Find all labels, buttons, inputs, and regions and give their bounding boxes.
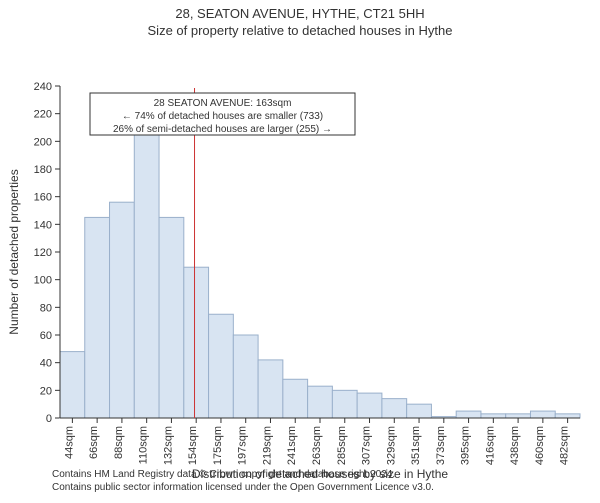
svg-text:460sqm: 460sqm (534, 426, 546, 465)
page-title: 28, SEATON AVENUE, HYTHE, CT21 5HH (0, 6, 600, 21)
svg-text:Number of detached properties: Number of detached properties (7, 169, 21, 334)
svg-text:307sqm: 307sqm (361, 426, 373, 465)
svg-text:482sqm: 482sqm (559, 426, 571, 465)
svg-text:240: 240 (34, 81, 52, 93)
histogram-bar (308, 386, 333, 418)
svg-text:132sqm: 132sqm (162, 426, 174, 465)
svg-text:110sqm: 110sqm (138, 426, 150, 464)
histogram-bar (60, 352, 85, 418)
histogram-bar (209, 314, 234, 418)
histogram-bar (555, 414, 580, 418)
histogram-bar (456, 411, 481, 418)
annotation-line: 28 SEATON AVENUE: 163sqm (154, 98, 292, 109)
histogram-bar (110, 202, 135, 418)
svg-text:241sqm: 241sqm (286, 426, 298, 465)
histogram-bar (357, 393, 382, 418)
svg-text:197sqm: 197sqm (237, 426, 249, 465)
svg-text:351sqm: 351sqm (410, 426, 422, 465)
histogram-bar (184, 267, 209, 418)
svg-text:140: 140 (34, 219, 52, 231)
annotation-line: ← 74% of detached houses are smaller (73… (122, 111, 323, 122)
svg-text:20: 20 (40, 385, 52, 397)
histogram-bar (134, 116, 159, 418)
footnote-line: Contains public sector information licen… (52, 482, 434, 495)
chart-container: 28, SEATON AVENUE, HYTHE, CT21 5HH Size … (0, 0, 600, 500)
svg-text:60: 60 (40, 330, 52, 342)
histogram-bar (283, 379, 308, 418)
histogram-bar (407, 404, 432, 418)
histogram-bar (159, 217, 184, 418)
svg-text:285sqm: 285sqm (336, 426, 348, 465)
svg-text:80: 80 (40, 302, 52, 314)
svg-text:66sqm: 66sqm (88, 426, 100, 459)
svg-text:44sqm: 44sqm (63, 426, 75, 459)
svg-text:263sqm: 263sqm (311, 426, 323, 465)
histogram-svg: 0 20 40 60 80 100 120 140 160 180 200 220 240 Number … (0, 38, 600, 498)
svg-text:373sqm: 373sqm (435, 426, 447, 465)
histogram-bar (332, 390, 357, 418)
svg-text:40: 40 (40, 358, 52, 370)
svg-text:160: 160 (34, 192, 52, 204)
footnote-line: Contains HM Land Registry data © Crown c… (52, 469, 434, 482)
annotation-line: 26% of semi-detached houses are larger (… (113, 124, 332, 135)
footnote: Contains HM Land Registry data © Crown c… (52, 469, 434, 494)
svg-text:100: 100 (34, 275, 52, 287)
svg-text:200: 200 (34, 136, 52, 148)
svg-text:175sqm: 175sqm (212, 426, 224, 465)
page-subtitle: Size of property relative to detached ho… (0, 23, 600, 38)
svg-text:220: 220 (34, 109, 52, 121)
svg-text:438sqm: 438sqm (509, 426, 521, 465)
histogram-bar (85, 217, 110, 418)
histogram-bar (382, 399, 407, 418)
svg-text:395sqm: 395sqm (460, 426, 472, 465)
histogram-bar (530, 411, 555, 418)
histogram-bar (233, 335, 258, 418)
histogram-bar (481, 414, 506, 418)
svg-text:416sqm: 416sqm (484, 426, 496, 465)
svg-text:0: 0 (46, 413, 52, 425)
svg-text:329sqm: 329sqm (385, 426, 397, 465)
svg-text:88sqm: 88sqm (113, 426, 125, 459)
histogram-bar (258, 360, 283, 418)
svg-text:120: 120 (34, 247, 52, 259)
svg-text:219sqm: 219sqm (261, 426, 273, 465)
svg-text:154sqm: 154sqm (187, 426, 199, 465)
svg-text:180: 180 (34, 164, 52, 176)
histogram-bar (506, 414, 531, 418)
